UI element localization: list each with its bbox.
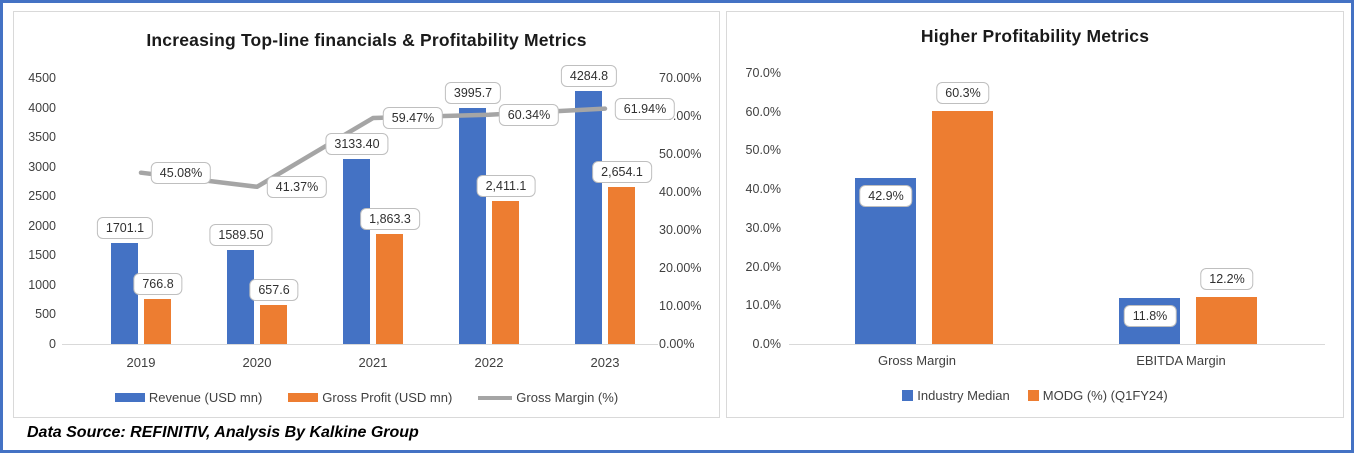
y-axis-tick-label: 0.0% [752,337,782,351]
industry-median-data-label: 11.8% [1123,305,1177,328]
x-axis-category-label: Gross Margin [877,353,957,368]
gross-profit-series-swatch [288,393,319,402]
gross-profit-data-label: 2,411.1 [476,175,536,198]
left-axis-tick-label: 1500 [28,248,56,263]
right-axis-tick-label: 10.00% [659,299,702,313]
legend-label-gross-margin: Gross Margin (%) [516,390,619,405]
left-chart-legend: Revenue (USD mn) Gross Profit (USD mn) G… [14,390,719,405]
y-axis-tick-label: 40.0% [745,182,781,197]
legend-label-modg: MODG (%) (Q1FY24) [1042,388,1168,403]
industry-median-data-label: 42.9% [859,184,913,207]
right-axis-tick-label: 50.00% [659,147,702,161]
y-axis-tick-label: 30.0% [745,220,781,235]
legend-item-industry-median: Industry Median [902,388,1010,403]
gross-margin-data-label: 61.94% [614,97,676,120]
gross-profit-bar [376,233,403,344]
left-axis-tick-label: 4500 [28,71,56,85]
y-axis-tick-label: 60.0% [745,104,781,119]
industry-median-series-swatch [902,390,914,401]
legend-item-modg: MODG (%) (Q1FY24) [1027,388,1168,403]
revenue-bar [111,243,138,344]
gross-profit-bar [144,298,171,344]
y-axis-tick-label: 70.0% [745,66,781,80]
modg-data-label: 12.2% [1200,267,1254,290]
revenue-data-label: 3995.7 [444,81,502,104]
modg-data-label: 60.3% [936,81,990,104]
x-axis-category-label: 2019 [126,355,156,370]
revenue-bar [459,107,486,344]
right-axis-tick-label: 70.00% [659,71,702,85]
y-axis-tick-label: 50.0% [745,143,781,158]
y-axis-tick-label: 20.0% [745,259,781,274]
left-axis-tick-label: 4000 [28,100,56,115]
modg-series-swatch [1027,390,1039,401]
gross-margin-data-label: 60.34% [498,103,560,126]
revenue-data-label: 4284.8 [560,64,618,87]
gross-profit-data-label: 766.8 [133,272,183,295]
right-axis-tick-label: 20.00% [659,261,702,275]
gross-margin-data-label: 45.08% [150,161,212,184]
gross-margin-data-label: 59.47% [382,107,444,129]
right-chart-legend: Industry Median MODG (%) (Q1FY24) [727,388,1343,403]
right-axis-tick-label: 40.00% [659,185,702,199]
legend-label-industry-median: Industry Median [917,388,1010,403]
revenue-data-label: 3133.40 [325,132,389,155]
x-axis-line [62,344,658,345]
revenue-bar [575,90,602,344]
left-axis-tick-label: 500 [35,307,56,322]
right-chart-panel: Higher Profitability Metrics Industry Me… [726,11,1344,418]
x-axis-category-label: 2023 [590,355,620,370]
legend-label-gross-profit: Gross Profit (USD mn) [322,390,453,405]
gross-margin-data-label: 41.37% [266,175,328,198]
modg-bar [932,110,993,344]
gross-profit-bar [492,201,519,344]
gross-profit-data-label: 1,863.3 [360,207,420,230]
modg-bar [1196,296,1257,344]
left-axis-tick-label: 2000 [28,218,56,233]
left-axis-tick-label: 3500 [28,130,56,145]
left-axis-tick-label: 0 [49,337,56,351]
right-axis-tick-label: 0.00% [659,337,695,351]
x-axis-category-label: 2022 [474,355,504,370]
gross-profit-bar [608,187,635,344]
left-axis-tick-label: 3000 [28,159,56,174]
gross-margin-series-swatch [478,395,513,400]
revenue-data-label: 1589.50 [209,224,273,247]
gross-profit-data-label: 657.6 [249,279,299,302]
right-chart-title: Higher Profitability Metrics [920,26,1150,46]
gross-profit-data-label: 2,654.1 [592,161,652,184]
revenue-data-label: 1701.1 [96,217,154,240]
x-axis-category-label: 2020 [242,355,272,370]
revenue-series-swatch [114,393,145,402]
revenue-bar [343,158,370,344]
left-axis-tick-label: 1000 [28,277,56,292]
right-axis-tick-label: 30.00% [659,223,702,237]
left-chart-panel: Increasing Top-line financials & Profita… [13,11,720,418]
data-source-note: Data Source: REFINITIV, Analysis By Kalk… [27,424,419,441]
legend-item-gross-margin: Gross Margin (%) [478,390,618,405]
x-axis-category-label: EBITDA Margin [1136,353,1226,368]
x-axis-category-label: 2021 [358,355,388,370]
left-axis-tick-label: 2500 [28,189,56,204]
gross-profit-bar [260,305,287,344]
x-axis-line [789,344,1325,345]
y-axis-tick-label: 10.0% [745,298,781,313]
legend-item-revenue: Revenue (USD mn) [114,390,263,405]
legend-label-revenue: Revenue (USD mn) [148,390,263,405]
left-chart-title: Increasing Top-line financials & Profita… [146,30,587,50]
legend-item-gross-profit: Gross Profit (USD mn) [288,390,452,405]
